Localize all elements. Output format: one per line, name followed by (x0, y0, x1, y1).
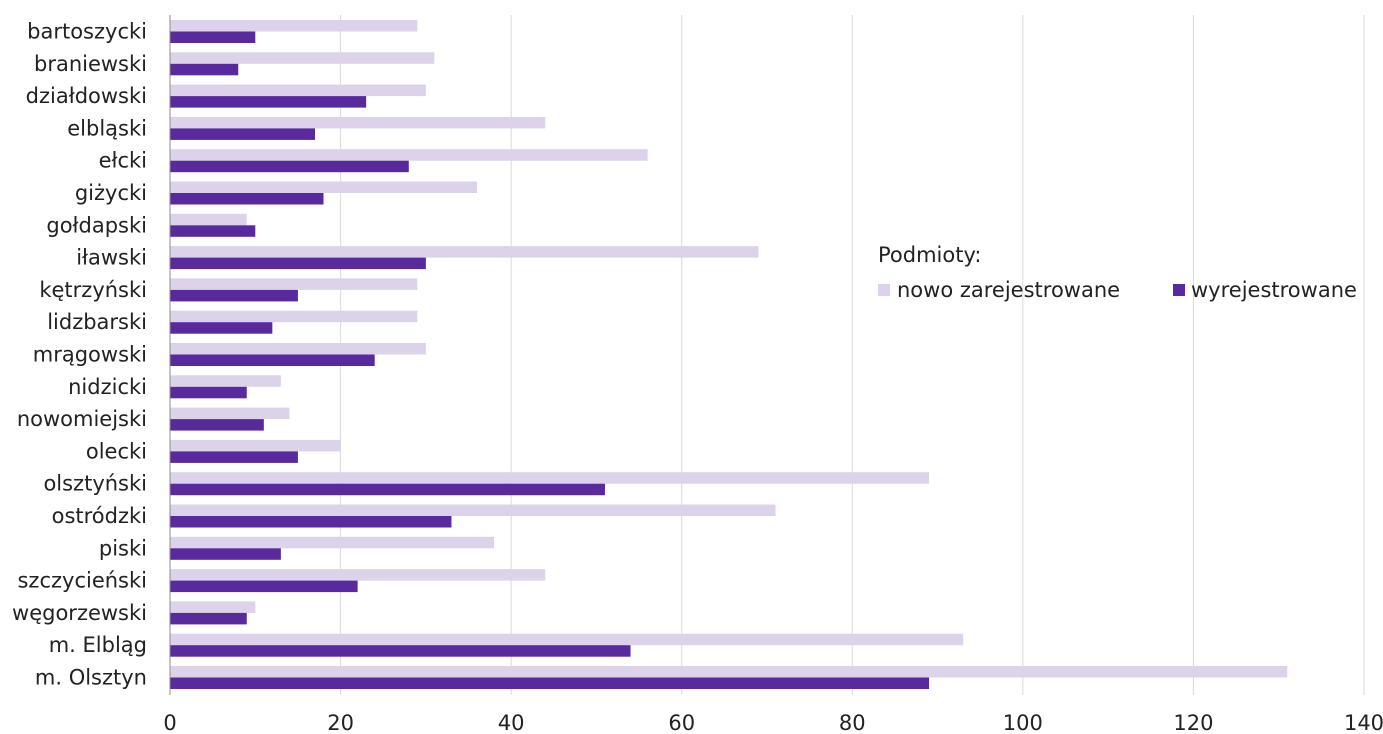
bar-iławski-wyrejestrowane (170, 257, 426, 270)
category-label-nowomiejski: nowomiejski (17, 407, 147, 431)
bar-bartoszycki-wyrejestrowane (170, 31, 256, 43)
bar-ełcki-nowo-zarejestrowane (170, 149, 648, 161)
bar-olsztyński-nowo-zarejestrowane (170, 472, 930, 484)
category-label-kętrzyński: kętrzyński (39, 278, 147, 302)
legend-swatch-nowo-zarejestrowane (878, 284, 890, 296)
bar-braniewski-wyrejestrowane (170, 63, 239, 76)
bar-olecki-nowo-zarejestrowane (170, 439, 341, 452)
category-label-mrągowski: mrągowski (33, 343, 147, 367)
bar-piski-nowo-zarejestrowane (170, 536, 495, 549)
bar-olecki-wyrejestrowane (170, 451, 298, 463)
bar-lidzbarski-nowo-zarejestrowane (170, 310, 418, 323)
legend-label-wyrejestrowane: wyrejestrowane (1191, 278, 1357, 302)
category-label-lidzbarski: lidzbarski (47, 310, 147, 334)
bar-braniewski-nowo-zarejestrowane (170, 52, 435, 64)
bar-m-elbląg-nowo-zarejestrowane (170, 633, 964, 646)
bar-działdowski-nowo-zarejestrowane (170, 84, 426, 97)
bar-ostródzki-wyrejestrowane (170, 516, 452, 528)
bar-działdowski-wyrejestrowane (170, 96, 367, 108)
category-label-ełcki: ełcki (99, 149, 147, 173)
category-label-nidzicki: nidzicki (68, 375, 147, 399)
category-label-iławski: iławski (76, 246, 147, 270)
bar-nidzicki-wyrejestrowane (170, 386, 247, 399)
category-label-m-olsztyn: m. Olsztyn (35, 666, 147, 690)
bar-ełcki-wyrejestrowane (170, 160, 409, 173)
bar-szczycieński-nowo-zarejestrowane (170, 569, 546, 581)
bar-nowomiejski-wyrejestrowane (170, 419, 264, 431)
bar-giżycki-nowo-zarejestrowane (170, 181, 478, 193)
category-label-piski: piski (99, 536, 147, 560)
bar-gołdapski-wyrejestrowane (170, 225, 256, 237)
bar-gołdapski-nowo-zarejestrowane (170, 213, 247, 226)
bar-olsztyński-wyrejestrowane (170, 483, 605, 496)
category-label-gołdapski: gołdapski (46, 213, 147, 237)
category-label-działdowski: działdowski (26, 84, 147, 108)
legend-swatch-wyrejestrowane (1173, 284, 1185, 296)
x-tick-label-20: 20 (327, 711, 354, 734)
bar-iławski-nowo-zarejestrowane (170, 246, 759, 258)
x-tick-label-80: 80 (839, 711, 866, 734)
bar-mrągowski-wyrejestrowane (170, 354, 375, 366)
x-tick-label-40: 40 (498, 711, 525, 734)
category-label-elbląski: elbląski (67, 116, 147, 140)
bar-kętrzyński-wyrejestrowane (170, 289, 298, 302)
bar-m-olsztyn-wyrejestrowane (170, 677, 930, 689)
bar-elbląski-nowo-zarejestrowane (170, 116, 546, 129)
legend-label-nowo-zarejestrowane: nowo zarejestrowane (897, 278, 1120, 302)
legend: Podmioty: nowo zarejestrowane wyrejestro… (878, 243, 1357, 302)
bar-szczycieński-wyrejestrowane (170, 580, 358, 593)
bar-elbląski-wyrejestrowane (170, 128, 315, 140)
bar-ostródzki-nowo-zarejestrowane (170, 504, 776, 516)
x-tick-label-60: 60 (668, 711, 695, 734)
category-label-olecki: olecki (86, 439, 147, 463)
category-label-węgorzewski: węgorzewski (12, 601, 147, 625)
bar-kętrzyński-nowo-zarejestrowane (170, 278, 418, 290)
bar-m-olsztyn-nowo-zarejestrowane (170, 666, 1288, 678)
bar-mrągowski-nowo-zarejestrowane (170, 343, 426, 355)
bars (170, 20, 1288, 689)
category-label-m-elbląg: m. Elbląg (49, 633, 147, 657)
category-label-olsztyński: olsztyński (43, 472, 147, 496)
category-label-bartoszycki: bartoszycki (27, 20, 147, 44)
category-label-ostródzki: ostródzki (52, 504, 147, 528)
x-tick-label-100: 100 (1003, 711, 1043, 734)
category-label-giżycki: giżycki (75, 181, 147, 205)
bar-piski-wyrejestrowane (170, 548, 281, 560)
category-label-szczycieński: szczycieński (17, 569, 147, 593)
bar-giżycki-wyrejestrowane (170, 193, 324, 205)
x-tick-label-120: 120 (1173, 711, 1213, 734)
x-axis-ticks: 0 20 40 60 80 100 120 140 (163, 711, 1383, 734)
bar-lidzbarski-wyrejestrowane (170, 322, 273, 334)
category-labels: bartoszycki braniewski działdowski elbląski… (12, 20, 147, 690)
category-label-braniewski: braniewski (34, 52, 147, 76)
x-tick-label-140: 140 (1344, 711, 1383, 734)
bar-m-elbląg-wyrejestrowane (170, 645, 631, 657)
bar-węgorzewski-wyrejestrowane (170, 612, 247, 625)
bar-bartoszycki-nowo-zarejestrowane (170, 20, 418, 32)
bar-nowomiejski-nowo-zarejestrowane (170, 407, 290, 420)
bar-nidzicki-nowo-zarejestrowane (170, 375, 281, 387)
x-tick-label-0: 0 (163, 711, 176, 734)
bar-węgorzewski-nowo-zarejestrowane (170, 601, 256, 613)
legend-title: Podmioty: (878, 243, 981, 267)
